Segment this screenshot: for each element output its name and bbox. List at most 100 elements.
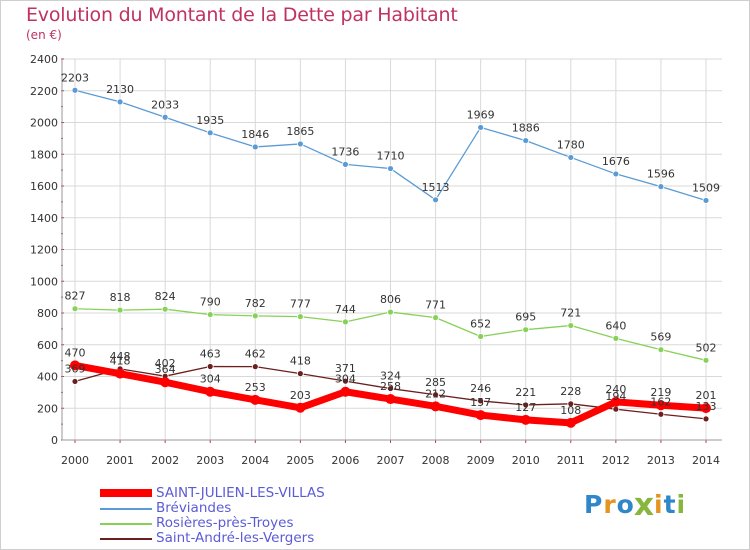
data-point-breviandes bbox=[71, 86, 79, 94]
data-point-breviandes bbox=[612, 170, 620, 178]
data-point-saint-julien-les-villas bbox=[250, 394, 261, 405]
data-point-saint-andre-les-vergers bbox=[657, 410, 665, 418]
data-label-rosieres-pres-troyes: 806 bbox=[380, 293, 401, 306]
data-point-rosieres-pres-troyes bbox=[206, 311, 214, 318]
data-point-saint-andre-les-vergers bbox=[567, 400, 575, 408]
x-tick-label: 2000 bbox=[61, 454, 89, 467]
data-label-saint-andre-les-vergers: 162 bbox=[650, 395, 671, 408]
data-point-saint-andre-les-vergers bbox=[522, 401, 530, 409]
x-tick-label: 2009 bbox=[467, 454, 495, 467]
data-label-breviandes: 1865 bbox=[286, 125, 314, 138]
data-label-saint-andre-les-vergers: 133 bbox=[696, 400, 717, 413]
x-tick-label: 2002 bbox=[151, 454, 179, 467]
data-point-saint-andre-les-vergers bbox=[251, 363, 259, 371]
data-point-saint-andre-les-vergers bbox=[342, 377, 349, 385]
proxiti-logo: Proxiti bbox=[584, 486, 686, 522]
data-label-saint-julien-les-villas: 304 bbox=[335, 373, 356, 386]
data-point-saint-julien-les-villas bbox=[295, 402, 306, 413]
data-label-breviandes: 2130 bbox=[106, 83, 134, 96]
data-label-breviandes: 1935 bbox=[196, 114, 224, 127]
logo-letter: i bbox=[654, 490, 664, 519]
data-point-saint-julien-les-villas bbox=[520, 414, 531, 425]
data-label-saint-julien-les-villas: 108 bbox=[560, 404, 581, 417]
data-label-breviandes: 1780 bbox=[557, 138, 585, 151]
data-label-breviandes: 1969 bbox=[467, 108, 495, 121]
data-point-breviandes bbox=[387, 165, 394, 172]
data-point-saint-julien-les-villas bbox=[701, 403, 711, 414]
logo-letter: x bbox=[633, 486, 656, 523]
legend-item-rosieres: Rosières-près-Troyes bbox=[100, 515, 400, 531]
data-label-saint-julien-les-villas: 203 bbox=[290, 389, 311, 402]
y-tick-label: 0 bbox=[51, 434, 58, 447]
y-tick-label: 2000 bbox=[30, 117, 58, 130]
data-label-rosieres-pres-troyes: 782 bbox=[245, 297, 266, 310]
data-label-saint-andre-les-vergers: 228 bbox=[560, 385, 581, 398]
logo-letter: t bbox=[663, 490, 677, 519]
data-point-breviandes bbox=[432, 196, 439, 204]
data-label-saint-andre-les-vergers: 448 bbox=[110, 350, 131, 363]
data-point-saint-andre-les-vergers bbox=[206, 363, 214, 370]
data-label-breviandes: 1513 bbox=[422, 181, 450, 194]
logo-letter: o bbox=[616, 490, 635, 519]
data-label-saint-andre-les-vergers: 194 bbox=[605, 390, 626, 403]
data-label-breviandes: 2203 bbox=[61, 71, 89, 84]
grid-lines bbox=[62, 58, 722, 441]
data-point-saint-andre-les-vergers bbox=[702, 415, 710, 423]
x-tick-label: 2005 bbox=[286, 454, 314, 467]
data-point-rosieres-pres-troyes bbox=[71, 305, 79, 313]
data-label-saint-julien-les-villas: 364 bbox=[155, 363, 176, 376]
axes: 0 200 400 600 800 1000 1200 1400 1600 1800 2000 220… bbox=[30, 53, 722, 467]
data-point-rosieres-pres-troyes bbox=[522, 326, 530, 334]
data-label-saint-julien-les-villas: 253 bbox=[245, 381, 266, 394]
y-tick-label: 600 bbox=[37, 339, 58, 352]
chart-subtitle: (en €) bbox=[26, 28, 62, 42]
y-tick-label: 400 bbox=[37, 371, 58, 384]
data-label-saint-andre-les-vergers: 462 bbox=[245, 348, 266, 361]
legend-label: SAINT-JULIEN-LES-VILLAS bbox=[156, 485, 325, 501]
data-label-breviandes: 1736 bbox=[331, 145, 359, 158]
data-point-rosieres-pres-troyes bbox=[657, 346, 665, 354]
data-label-saint-julien-les-villas: 258 bbox=[380, 380, 401, 393]
data-label-breviandes: 1846 bbox=[241, 128, 269, 141]
data-label-saint-julien-les-villas: 240 bbox=[605, 383, 626, 396]
data-label-rosieres-pres-troyes: 652 bbox=[470, 317, 491, 330]
data-label-saint-julien-les-villas: 201 bbox=[696, 389, 717, 402]
data-label-saint-andre-les-vergers: 463 bbox=[200, 347, 221, 360]
x-tick-label: 2014 bbox=[692, 454, 720, 467]
data-point-breviandes bbox=[657, 183, 665, 191]
data-point-rosieres-pres-troyes bbox=[342, 318, 349, 326]
x-tick-label: 2004 bbox=[241, 454, 269, 467]
data-point-breviandes bbox=[567, 154, 575, 161]
legend: SAINT-JULIEN-LES-VILLAS Bréviandes Rosiè… bbox=[100, 485, 400, 546]
data-label-saint-julien-les-villas: 219 bbox=[650, 386, 671, 399]
data-point-rosieres-pres-troyes bbox=[387, 308, 394, 316]
data-point-rosieres-pres-troyes bbox=[432, 314, 439, 322]
data-label-saint-andre-les-vergers: 418 bbox=[290, 355, 311, 368]
data-point-rosieres-pres-troyes bbox=[116, 306, 124, 314]
data-point-rosieres-pres-troyes bbox=[612, 334, 620, 342]
y-tick-label: 1200 bbox=[30, 244, 58, 257]
data-label-saint-andre-les-vergers: 371 bbox=[335, 362, 356, 375]
data-label-breviandes: 1886 bbox=[512, 122, 540, 135]
data-point-breviandes bbox=[161, 113, 169, 121]
y-tick-label: 1800 bbox=[30, 148, 58, 161]
data-point-saint-andre-les-vergers bbox=[612, 405, 620, 413]
data-label-breviandes: 1676 bbox=[602, 155, 630, 168]
data-label-rosieres-pres-troyes: 818 bbox=[110, 291, 131, 304]
data-label-rosieres-pres-troyes: 640 bbox=[605, 319, 626, 332]
legend-swatch bbox=[100, 508, 152, 510]
data-label-rosieres-pres-troyes: 790 bbox=[200, 296, 221, 309]
data-point-saint-julien-les-villas bbox=[70, 360, 80, 371]
data-point-rosieres-pres-troyes bbox=[296, 313, 304, 321]
data-point-rosieres-pres-troyes bbox=[251, 312, 259, 320]
data-label-rosieres-pres-troyes: 502 bbox=[696, 341, 717, 354]
data-label-saint-andre-les-vergers: 285 bbox=[425, 376, 446, 389]
data-label-breviandes: 2033 bbox=[151, 98, 179, 111]
data-point-breviandes bbox=[522, 137, 530, 144]
data-point-breviandes bbox=[342, 161, 349, 168]
data-point-saint-andre-les-vergers bbox=[432, 391, 439, 399]
y-tick-label: 1000 bbox=[30, 275, 58, 288]
data-point-breviandes bbox=[702, 197, 710, 204]
data-label-saint-julien-les-villas: 418 bbox=[110, 355, 131, 368]
